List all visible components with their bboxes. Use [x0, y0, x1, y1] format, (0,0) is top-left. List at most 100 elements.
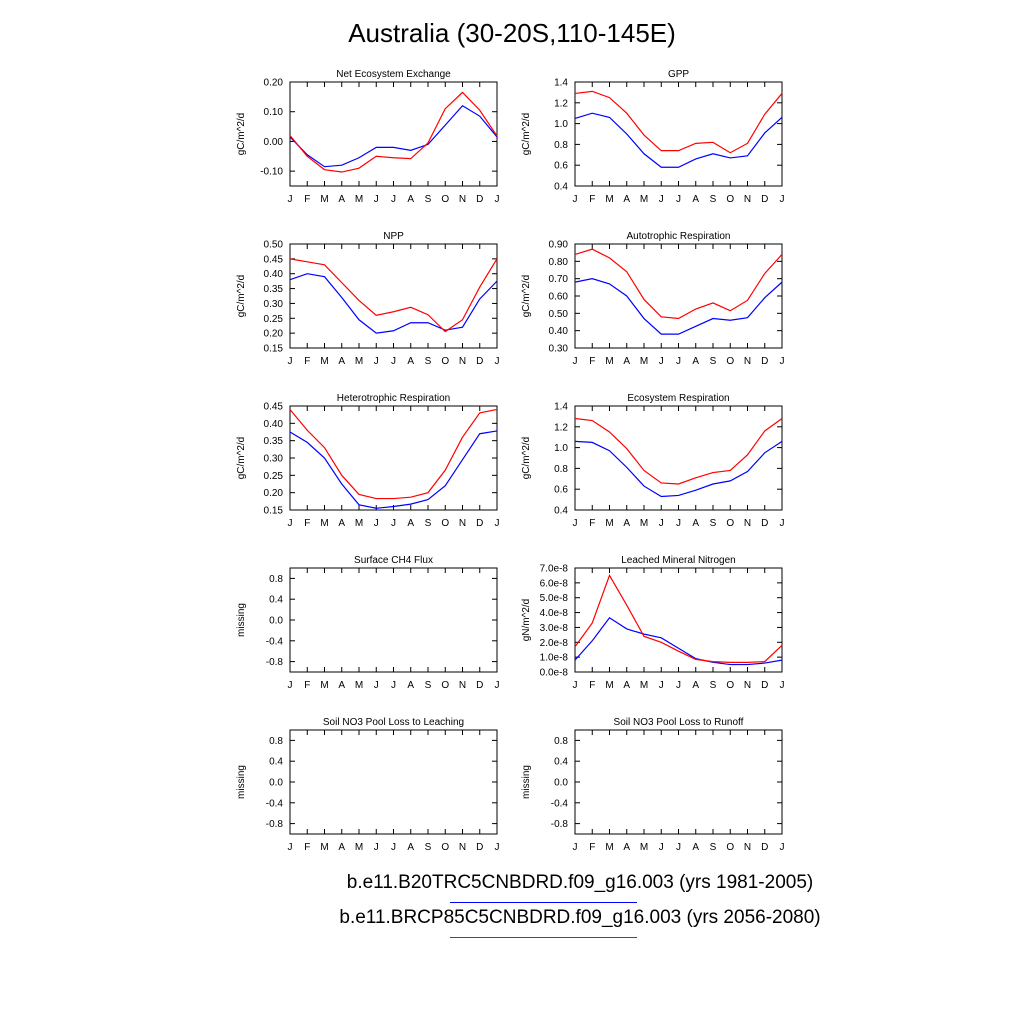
series-line-control: [574, 440, 783, 498]
x-tick-label: M: [320, 194, 328, 205]
x-tick-label: O: [441, 842, 449, 853]
x-tick-label: J: [573, 518, 578, 529]
series-line-control: [289, 430, 498, 509]
y-tick-label: 0.30: [549, 344, 569, 355]
x-tick-label: J: [676, 680, 681, 691]
y-tick-label: 0.25: [264, 471, 284, 482]
x-tick-label: J: [659, 680, 664, 691]
y-tick-label: 0.90: [549, 240, 569, 251]
x-tick-label: J: [573, 356, 578, 367]
y-tick-label: 0.00: [264, 137, 284, 148]
x-tick-label: F: [304, 518, 310, 529]
plot-frame: [289, 729, 498, 835]
x-tick-label: J: [573, 680, 578, 691]
x-tick-label: O: [726, 680, 734, 691]
x-tick-label: A: [623, 680, 630, 691]
x-tick-label: M: [605, 194, 613, 205]
chart-net-ecosystem-exchange: Net Ecosystem Exchange gC/m^2/d -0.10 0.00 0…: [236, 69, 500, 205]
x-tick-label: S: [425, 680, 432, 691]
x-tick-label: M: [605, 518, 613, 529]
x-tick-label: A: [623, 356, 630, 367]
x-tick-label: S: [710, 842, 717, 853]
x-tick-label: N: [459, 842, 466, 853]
y-tick-label: 5.0e-8: [540, 593, 569, 604]
y-tick-label: 0.0: [269, 778, 283, 789]
x-tick-label: J: [288, 194, 293, 205]
plot-frame: [574, 729, 783, 835]
y-tick-label: 1.2: [554, 422, 568, 433]
x-tick-label: A: [623, 842, 630, 853]
y-tick-label: 0.4: [554, 182, 568, 193]
x-tick-label: A: [338, 356, 345, 367]
y-tick-label: 0.4: [554, 757, 568, 768]
x-tick-label: D: [761, 194, 768, 205]
y-axis-label: missing: [236, 603, 247, 637]
x-tick-label: J: [659, 194, 664, 205]
x-tick-label: A: [692, 842, 699, 853]
x-tick-label: J: [780, 842, 785, 853]
chart-leached-mineral-nitrogen: Leached Mineral Nitrogen gN/m^2/d 0.0e-8 1.…: [521, 555, 785, 691]
y-tick-label: 0.45: [264, 254, 284, 265]
y-tick-label: 0.40: [264, 269, 284, 280]
x-tick-label: M: [640, 680, 648, 691]
x-tick-label: D: [476, 842, 483, 853]
x-tick-label: J: [391, 842, 396, 853]
x-tick-label: J: [288, 356, 293, 367]
x-tick-label: O: [726, 356, 734, 367]
plot-frame: [289, 81, 498, 187]
x-tick-label: M: [605, 842, 613, 853]
y-tick-label: -0.8: [266, 819, 284, 830]
y-tick-label: 1.0: [554, 443, 568, 454]
x-tick-label: J: [659, 842, 664, 853]
y-tick-label: -0.10: [260, 167, 283, 178]
y-tick-label: 3.0e-8: [540, 623, 569, 634]
x-tick-label: J: [391, 356, 396, 367]
x-tick-label: O: [441, 194, 449, 205]
chart-surface-ch4-flux: Surface CH4 Flux missing -0.8 -0.4 0.0 0.4 0.8…: [236, 555, 500, 691]
x-tick-label: D: [761, 356, 768, 367]
x-tick-label: J: [495, 842, 500, 853]
y-tick-label: 0.0e-8: [540, 668, 569, 679]
x-tick-label: J: [288, 518, 293, 529]
y-tick-label: 1.2: [554, 98, 568, 109]
x-tick-label: J: [374, 356, 379, 367]
y-tick-label: -0.4: [266, 636, 284, 647]
legend-line-control: [450, 902, 637, 903]
plot-frame: [574, 81, 783, 187]
x-tick-label: F: [589, 194, 595, 205]
x-tick-label: D: [476, 194, 483, 205]
y-tick-label: -0.8: [551, 819, 569, 830]
y-tick-label: 7.0e-8: [540, 564, 569, 575]
x-tick-label: M: [355, 194, 363, 205]
chart-title: Surface CH4 Flux: [354, 555, 433, 566]
chart-title: Ecosystem Respiration: [627, 393, 729, 404]
y-tick-label: 0.20: [264, 488, 284, 499]
y-tick-label: 0.35: [264, 284, 284, 295]
x-tick-label: J: [374, 680, 379, 691]
x-tick-label: M: [355, 842, 363, 853]
y-axis-label: gN/m^2/d: [521, 599, 532, 642]
y-tick-label: -0.4: [551, 798, 569, 809]
x-tick-label: J: [495, 356, 500, 367]
series-line-control: [574, 112, 783, 168]
x-tick-label: N: [744, 680, 751, 691]
x-tick-label: S: [425, 356, 432, 367]
x-tick-label: A: [407, 842, 414, 853]
x-tick-label: M: [640, 518, 648, 529]
chart-autotrophic-respiration: Autotrophic Respiration gC/m^2/d 0.30 0.40 0…: [521, 231, 785, 367]
series-line-future: [574, 574, 783, 663]
y-tick-label: 0.80: [549, 257, 569, 268]
x-tick-label: J: [374, 518, 379, 529]
x-tick-label: S: [425, 842, 432, 853]
y-tick-label: 0.45: [264, 402, 284, 413]
x-tick-label: J: [374, 842, 379, 853]
x-tick-label: S: [710, 680, 717, 691]
x-tick-label: J: [780, 680, 785, 691]
x-tick-label: J: [676, 842, 681, 853]
y-tick-label: 0.15: [264, 506, 284, 517]
x-tick-label: J: [391, 680, 396, 691]
y-tick-label: 0.6: [554, 161, 568, 172]
x-tick-label: S: [710, 518, 717, 529]
x-tick-label: S: [425, 518, 432, 529]
x-tick-label: A: [407, 356, 414, 367]
